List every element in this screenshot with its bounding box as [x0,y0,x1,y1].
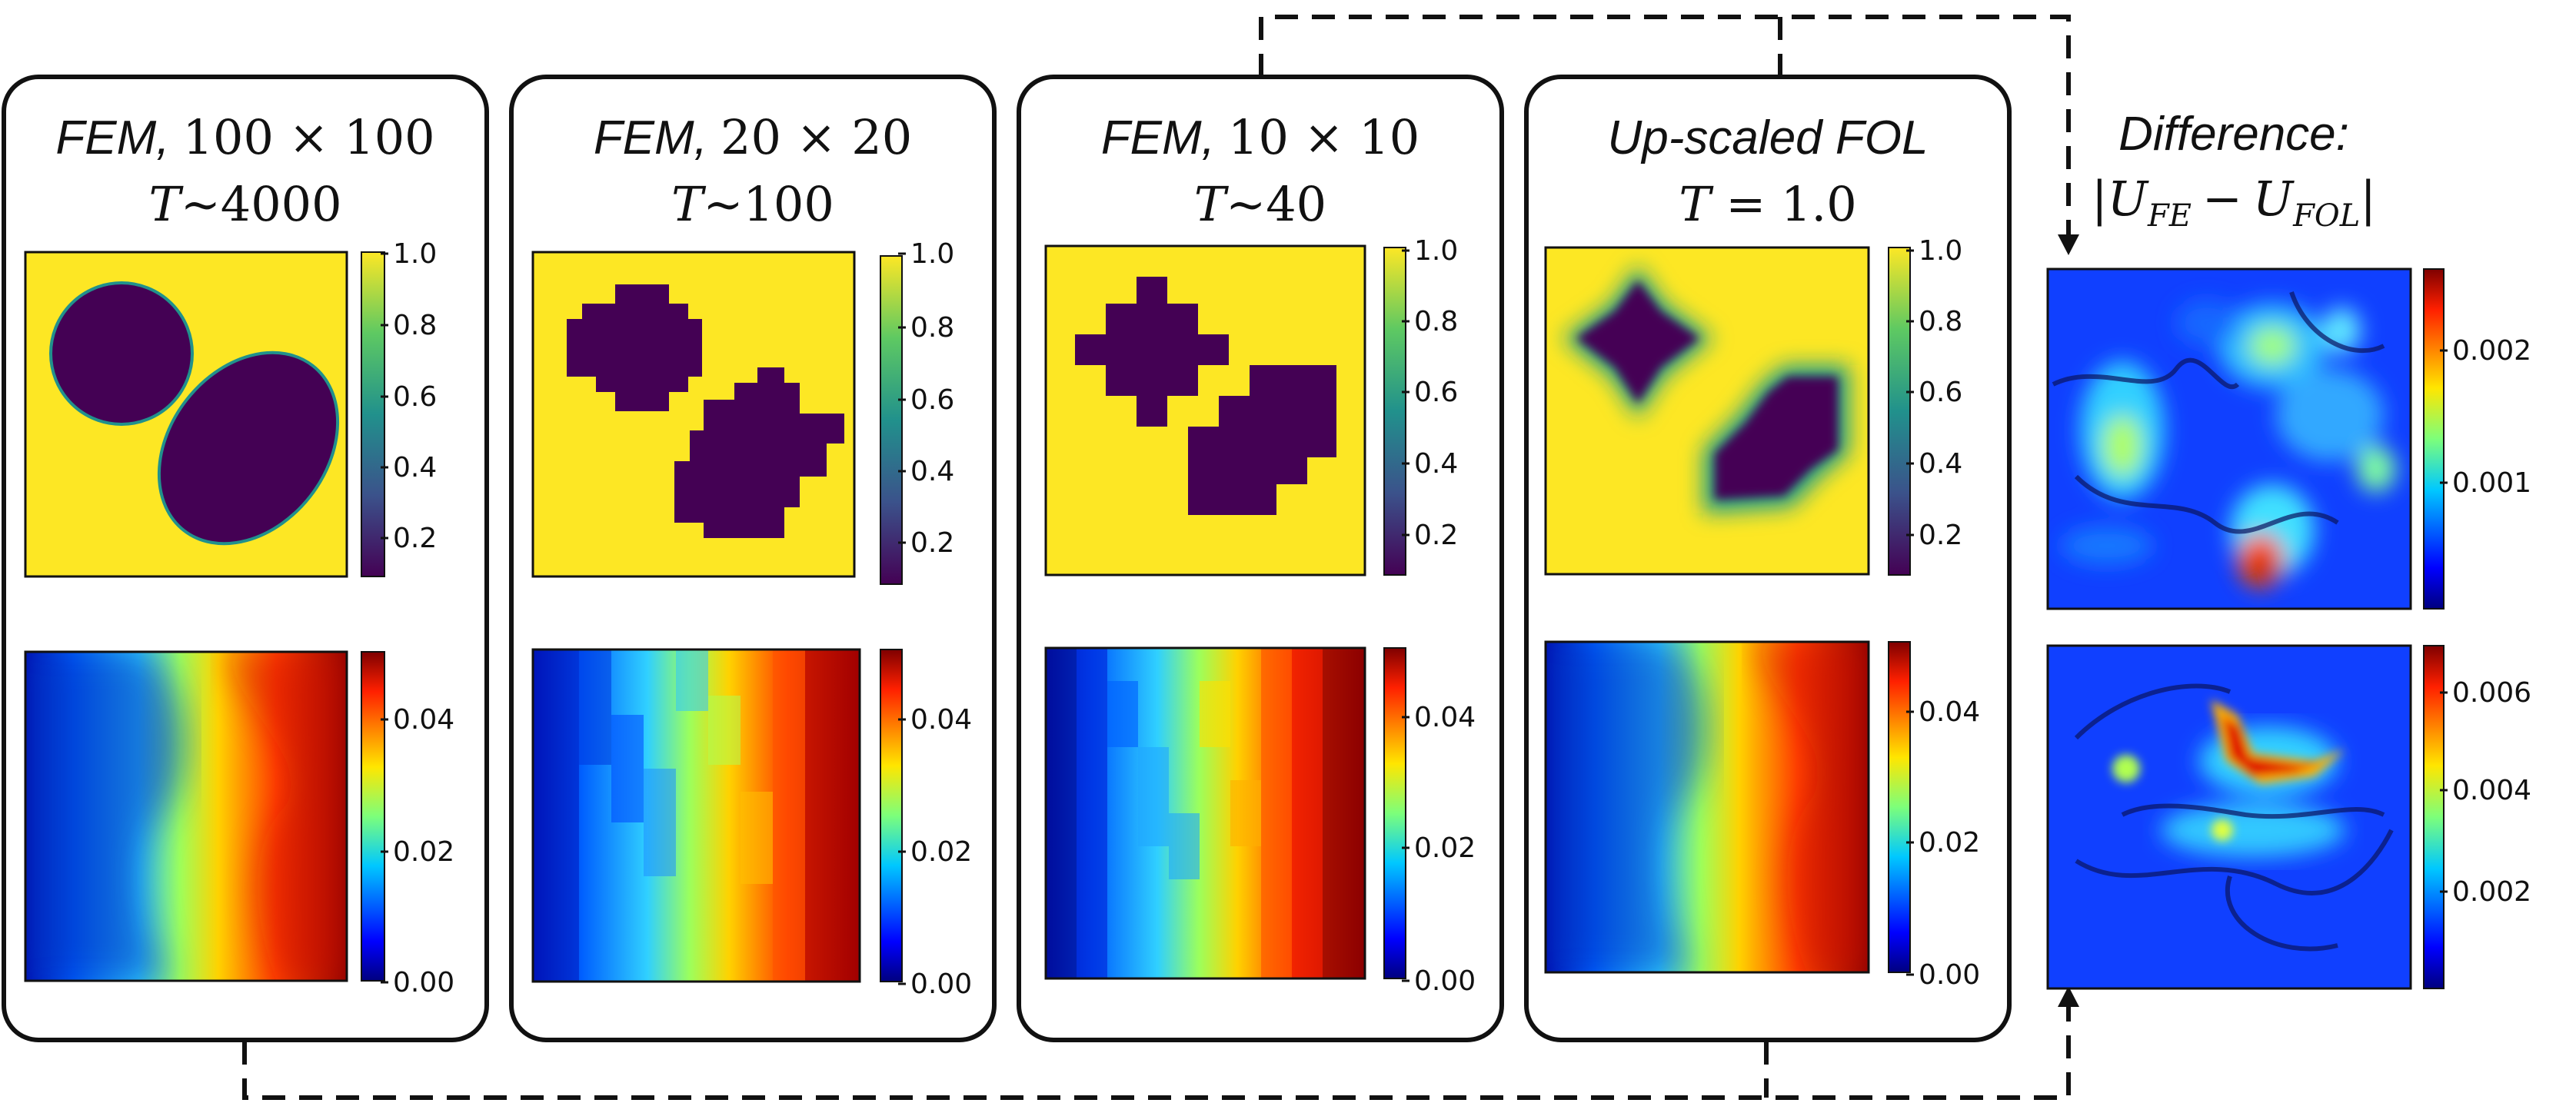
panel-frames [2,75,2012,1042]
panel-2-solution-colorbar-tick-label: 0.04 [910,704,972,736]
svg-text:|UFE−UFOL|: |UFE − UFOL| [2092,171,2376,234]
difference-top-colorbar-tick-label: 0.001 [2452,467,2531,499]
connector-top [1259,15,2071,254]
panel-3-phase-colorbar-tick-label: 0.2 [1414,520,1458,551]
panel-2-phase-field [533,252,854,576]
svg-text:FEM, 10 × 10: FEM, 10 × 10 [1101,109,1419,165]
svg-text:T~4000: T~4000 [148,176,341,232]
pixel-inclusion-4 [1188,365,1336,515]
difference-bottom-field [2048,646,2411,988]
panel-3-solution-field [1046,648,1365,978]
panel-2-phase-colorbar-tick-label: 0.4 [910,456,954,487]
panel-1-solution-colorbar-tick-label: 0.04 [393,704,454,736]
panel-4-solution-colorbar-tick-label: 0.02 [1919,827,1980,859]
panel-4-phase-colorbar-tick-label: 0.2 [1919,520,1962,551]
panel-4-phase-colorbar-tick-label: 1.0 [1919,235,1962,267]
panel-4-solution-colorbar-tick-label: 0.04 [1919,696,1980,728]
plot-axes [24,244,2412,990]
difference-top-field [2048,269,2411,609]
pixel-inclusion-1 [567,284,702,411]
panel-3-phase-field [1046,246,1365,575]
arrowhead-down [2058,234,2079,255]
panel-4-phase-colorbar-tick-label: 0.8 [1919,306,1962,337]
svg-text:T = 1.0: T = 1.0 [1679,176,1856,232]
panel-2-title: FEM, 20 × 20 T~100 [594,109,912,232]
panel-3-solution-colorbar-tick-label: 0.02 [1414,832,1476,864]
pixel-inclusion-2 [674,367,844,538]
panel-4-phase-field [1546,248,1869,574]
svg-text:Up-scaled FOL: Up-scaled FOL [1608,111,1929,164]
panel-1-phase-field [25,252,347,576]
panel-1-phase-colorbar-tick-label: 1.0 [393,238,437,270]
svg-text:Difference:: Difference: [2118,108,2349,161]
panel-2-phase-colorbar-tick-label: 1.0 [910,238,954,270]
pixel-inclusion-3 [1075,277,1229,427]
panel-3-title: FEM, 10 × 10 T~40 [1101,109,1419,232]
difference-bottom-colorbar-tick-label: 0.004 [2452,775,2531,806]
panel-1-phase-colorbar-tick-label: 0.6 [393,381,437,413]
inclusion-ellipse [157,351,340,546]
arrowhead-up [2058,986,2079,1007]
panel-3-phase-colorbar-tick-label: 0.6 [1414,377,1458,408]
panel-1-phase-colorbar-tick-label: 0.2 [393,523,437,554]
panel-4-phase-colorbar-tick-label: 0.6 [1919,377,1962,408]
panel-2-phase-colorbar-tick-label: 0.6 [910,384,954,416]
panel-3-frame [1017,75,1504,1042]
panel-1-solution-field [25,652,347,981]
panel-2-phase-colorbar-tick-label: 0.8 [910,312,954,344]
svg-text:FEM, 100 × 100: FEM, 100 × 100 [55,109,434,165]
difference-bottom-colorbar-tick-label: 0.006 [2452,677,2531,709]
colorbars [361,247,2445,989]
difference-top-colorbar-tick-label: 0.002 [2452,335,2531,367]
panel-4-phase-colorbar-tick-label: 0.4 [1919,448,1962,480]
panel-4-solution-field [1546,642,1869,972]
svg-text:T~100: T~100 [671,176,834,232]
dashed-connectors [242,15,2071,1100]
panel-3-solution-colorbar-tick-label: 0.00 [1414,965,1476,997]
colorbar-tick-labels: 1.0 0.8 0.6 0.4 0.2 0.04 0.02 0.00 1.0 0.8 0.6 0.4 0… [381,235,2531,1000]
svg-text:FEM, 20 × 20: FEM, 20 × 20 [594,109,912,165]
panel-1-frame [2,75,489,1042]
panel-1-phase-colorbar-tick-label: 0.8 [393,310,437,341]
panel-1-phase-colorbar-tick-label: 0.4 [393,452,437,483]
panel-2-frame [509,75,997,1042]
panel-2-phase-colorbar-tick-label: 0.2 [910,527,954,559]
panel-2-solution-field [533,650,860,982]
panel-3-phase-colorbar-tick-label: 0.8 [1414,306,1458,337]
panel-4-title: Up-scaled FOL T = 1.0 [1608,111,1929,232]
panel-3-solution-colorbar-tick-label: 0.04 [1414,702,1476,733]
connector-bottom [242,1003,2071,1100]
inclusion-circle [49,281,194,426]
panel-2-solution-colorbar-tick-label: 0.02 [910,836,972,868]
panel-4-frame [1524,75,2012,1042]
panel-3-phase-colorbar-tick-label: 0.4 [1414,448,1458,480]
panel-1-solution-colorbar-tick-label: 0.02 [393,836,454,868]
panel-2-solution-colorbar-tick-label: 0.00 [910,968,972,1000]
difference-bottom-colorbar-tick-label: 0.002 [2452,876,2531,908]
panel-1-title: FEM, 100 × 100 T~4000 [55,109,434,232]
difference-title: Difference: |UFE − UFOL| [2092,108,2376,234]
panel-3-phase-colorbar-tick-label: 1.0 [1414,235,1458,267]
panel-1-solution-colorbar-tick-label: 0.00 [393,967,454,998]
svg-text:T~40: T~40 [1194,176,1326,232]
panel-4-solution-colorbar-tick-label: 0.00 [1919,959,1980,991]
